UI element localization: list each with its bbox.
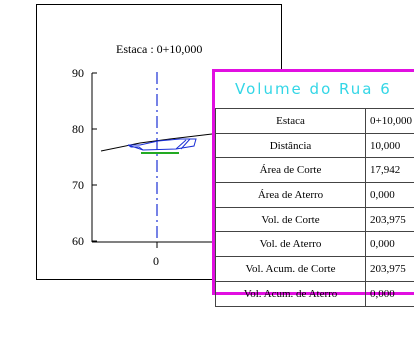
row-value: 17,942 xyxy=(365,157,414,184)
road-slope-right-2 xyxy=(180,138,191,150)
row-label: Vol. Acum. de Aterro xyxy=(215,280,366,307)
row-label: Área de Corte xyxy=(215,157,366,184)
row-value: 10,000 xyxy=(365,132,414,159)
row-label: Vol. de Aterro xyxy=(215,231,366,258)
table-row: Área de Aterro 0,000 xyxy=(215,182,414,208)
row-label: Distância xyxy=(215,132,366,159)
table-row: Vol. de Corte 203,975 xyxy=(215,206,414,233)
row-value: 0,000 xyxy=(365,280,414,307)
road-slope-left xyxy=(127,144,144,151)
row-value: 0,000 xyxy=(365,231,414,258)
volume-panel-title: Volume do Rua 6 xyxy=(235,80,392,98)
row-value: 203,975 xyxy=(365,206,414,233)
table-row: Vol. de Aterro 0,000 xyxy=(215,231,414,258)
row-label: Vol. de Corte xyxy=(215,206,366,233)
table-row: Estaca 0+10,000 xyxy=(215,108,414,134)
station-label: Estaca : 0+10,000 xyxy=(116,42,203,56)
row-value: 0+10,000 xyxy=(365,108,414,134)
table-row: Vol. Acum. de Aterro 0,000 xyxy=(215,280,414,307)
y-tick-label-90: 90 xyxy=(72,66,84,80)
road-section xyxy=(127,138,197,151)
table-row: Área de Corte 17,942 xyxy=(215,157,414,184)
table-row: Vol. Acum. de Corte 203,975 xyxy=(215,256,414,282)
row-label: Estaca xyxy=(215,108,366,134)
row-label: Área de Aterro xyxy=(215,182,366,208)
terrain-line xyxy=(100,133,213,152)
volume-panel: Volume do Rua 6 Estaca 0+10,000 Distânci… xyxy=(212,69,414,307)
table-row: Distância 10,000 xyxy=(215,132,414,159)
y-tick-label-70: 70 xyxy=(72,178,84,192)
road-slope-right xyxy=(175,139,187,150)
x-tick-label-0: 0 xyxy=(153,254,159,268)
volume-table: Estaca 0+10,000 Distância 10,000 Área de… xyxy=(215,108,414,307)
row-label: Vol. Acum. de Corte xyxy=(215,256,366,282)
y-tick-label-80: 80 xyxy=(72,122,84,136)
row-value: 0,000 xyxy=(365,182,414,208)
y-tick-label-60: 60 xyxy=(72,234,84,248)
row-value: 203,975 xyxy=(365,256,414,282)
